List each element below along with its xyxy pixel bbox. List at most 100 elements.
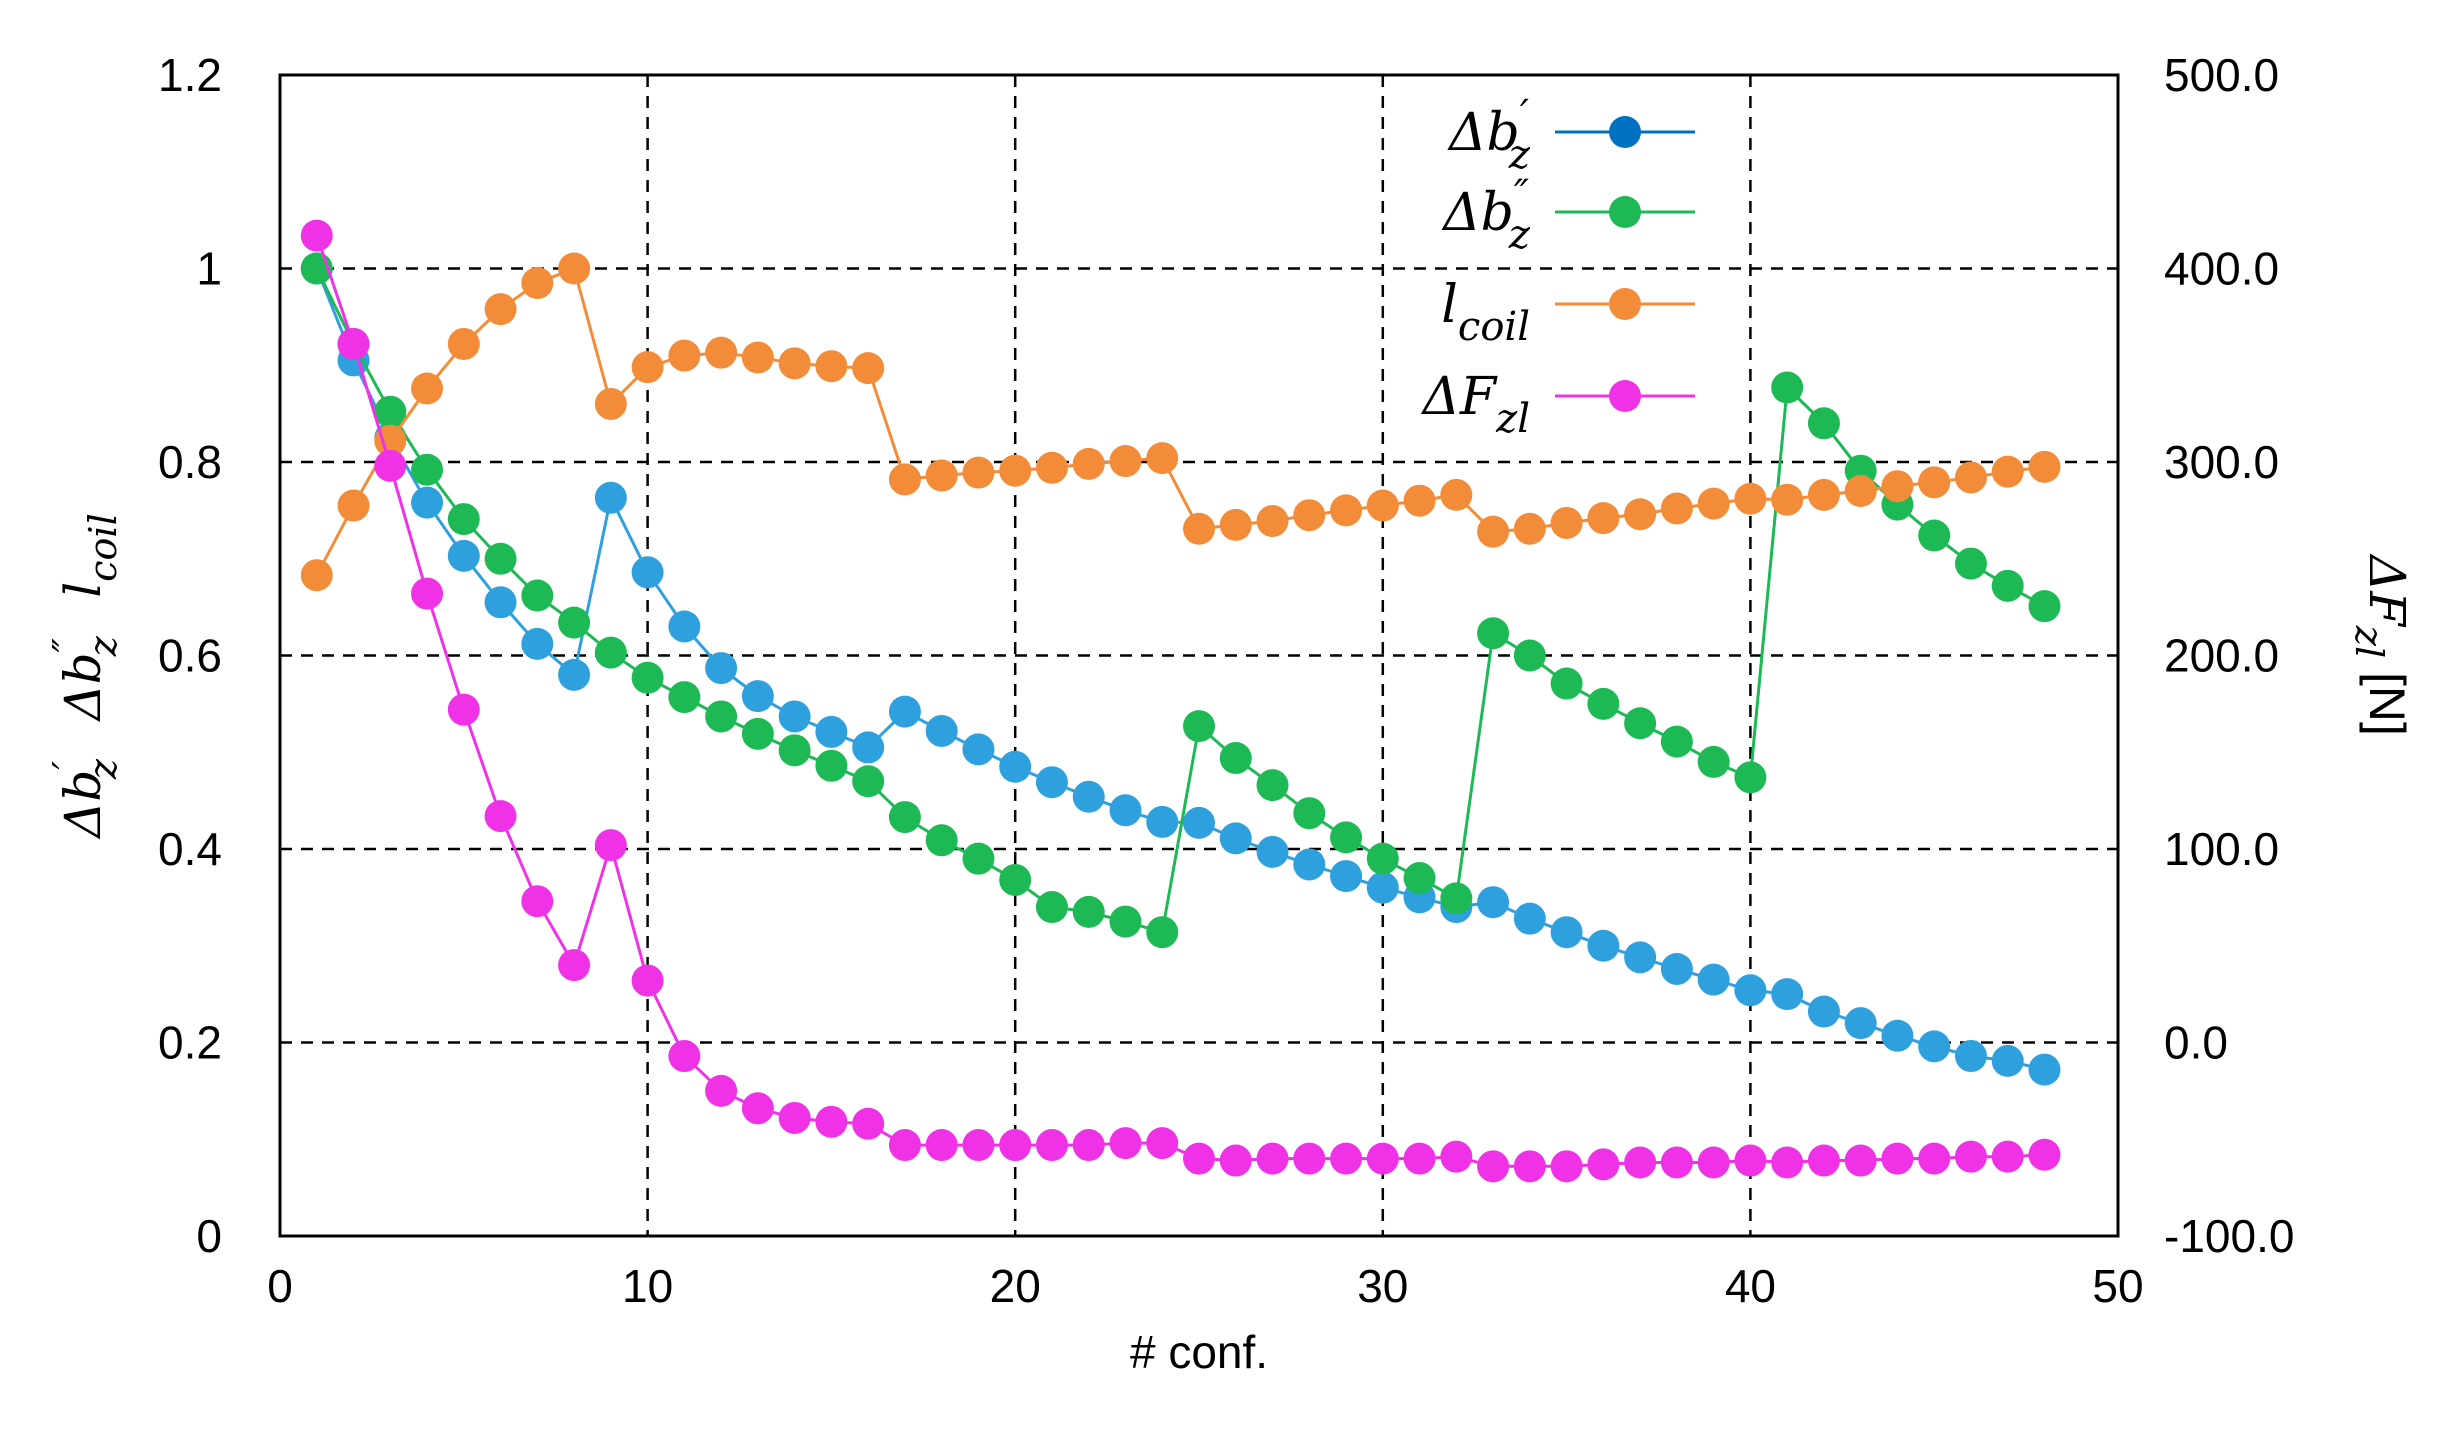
data-point <box>1072 895 1105 928</box>
data-point <box>1624 707 1657 740</box>
data-point <box>1697 1146 1730 1179</box>
data-point <box>815 715 848 748</box>
data-point <box>1844 1007 1877 1040</box>
data-point <box>741 1092 774 1125</box>
data-point <box>1477 886 1510 919</box>
y2-tick-label: 100.0 <box>2164 823 2279 875</box>
data-point <box>1035 451 1068 484</box>
data-point <box>1477 617 1510 650</box>
series-1 <box>300 252 2061 949</box>
data-point <box>1035 1129 1068 1162</box>
data-point <box>1330 821 1363 854</box>
data-point <box>1734 482 1767 515</box>
data-point <box>999 750 1032 783</box>
data-point <box>2028 1053 2061 1086</box>
data-point <box>2028 450 2061 483</box>
legend-label: lcoil <box>1441 275 1530 350</box>
y2-tick-label: -100.0 <box>2164 1210 2294 1262</box>
data-point <box>705 336 738 369</box>
data-point <box>1403 1142 1436 1175</box>
data-point <box>962 1129 995 1162</box>
data-point <box>925 824 958 857</box>
data-point <box>1219 822 1252 855</box>
data-point <box>1403 862 1436 895</box>
data-point <box>741 717 774 750</box>
data-point <box>594 481 627 514</box>
data-point <box>1660 952 1693 985</box>
x-tick-label: 10 <box>622 1260 673 1312</box>
series-3 <box>300 219 2061 1183</box>
data-point <box>1293 1142 1326 1175</box>
legend-entry: ΔFzl <box>1420 367 1695 442</box>
data-point <box>1550 506 1583 539</box>
data-point <box>962 733 995 766</box>
data-point <box>558 606 591 639</box>
data-point <box>300 219 333 252</box>
data-point <box>1513 1150 1546 1183</box>
data-point <box>1330 860 1363 893</box>
data-point <box>741 341 774 374</box>
data-point <box>1991 569 2024 602</box>
legend-marker <box>1609 116 1641 148</box>
data-point <box>1734 1144 1767 1177</box>
data-point <box>668 681 701 714</box>
data-point <box>815 1105 848 1138</box>
legend-entry: lcoil <box>1441 275 1695 350</box>
data-point <box>1403 484 1436 517</box>
data-point <box>1146 442 1179 475</box>
data-point <box>1256 835 1289 868</box>
y2-tick-label: 300.0 <box>2164 436 2279 488</box>
data-point <box>1918 519 1951 552</box>
data-point <box>815 749 848 782</box>
x-tick-label: 40 <box>1725 1260 1776 1312</box>
data-point <box>705 652 738 685</box>
data-point <box>1881 1142 1914 1175</box>
data-point <box>1844 1144 1877 1177</box>
series-2 <box>300 252 2061 592</box>
data-point <box>1183 710 1215 743</box>
data-point <box>1881 1019 1914 1052</box>
x-tick-label: 20 <box>990 1260 1041 1312</box>
data-point <box>1550 667 1583 700</box>
data-point <box>1660 492 1693 525</box>
data-point <box>1366 489 1399 522</box>
data-point <box>925 714 958 747</box>
data-point <box>1771 1146 1804 1179</box>
data-point <box>778 734 811 767</box>
data-point <box>374 424 407 457</box>
data-point <box>1954 547 1987 580</box>
legend-entry: Δb″ z <box>1441 172 1695 258</box>
data-point <box>1954 461 1987 494</box>
data-point <box>1697 963 1730 996</box>
data-point <box>1109 1127 1142 1160</box>
data-point <box>1072 780 1105 813</box>
data-point <box>1624 941 1657 974</box>
y-axis-title-text: Δb′z Δb″z lcoil <box>45 513 125 839</box>
data-point <box>337 327 370 360</box>
y-tick-label: 0.8 <box>158 436 222 488</box>
data-point <box>999 1129 1032 1162</box>
data-point <box>888 1129 921 1162</box>
data-point <box>411 372 444 405</box>
y2-axis-title: ΔFzl [N] <box>2347 553 2416 736</box>
data-point <box>484 800 517 833</box>
data-point <box>1146 916 1179 949</box>
data-point <box>778 347 811 380</box>
data-point <box>1918 466 1951 499</box>
data-point <box>888 695 921 728</box>
data-point <box>1807 995 1840 1028</box>
data-point <box>1771 371 1804 404</box>
data-point <box>1844 475 1877 508</box>
y-tick-label: 0.6 <box>158 630 222 682</box>
data-point <box>852 731 885 764</box>
data-point <box>1660 725 1693 758</box>
data-point <box>521 579 554 612</box>
x-tick-label: 0 <box>267 1260 293 1312</box>
data-point <box>1918 1142 1951 1175</box>
data-point <box>2028 1138 2061 1171</box>
data-point <box>631 556 664 589</box>
legend-marker <box>1609 288 1641 320</box>
legend-entry: Δb′ z <box>1447 92 1695 178</box>
legend-label: Δb′ z <box>1447 92 1531 178</box>
